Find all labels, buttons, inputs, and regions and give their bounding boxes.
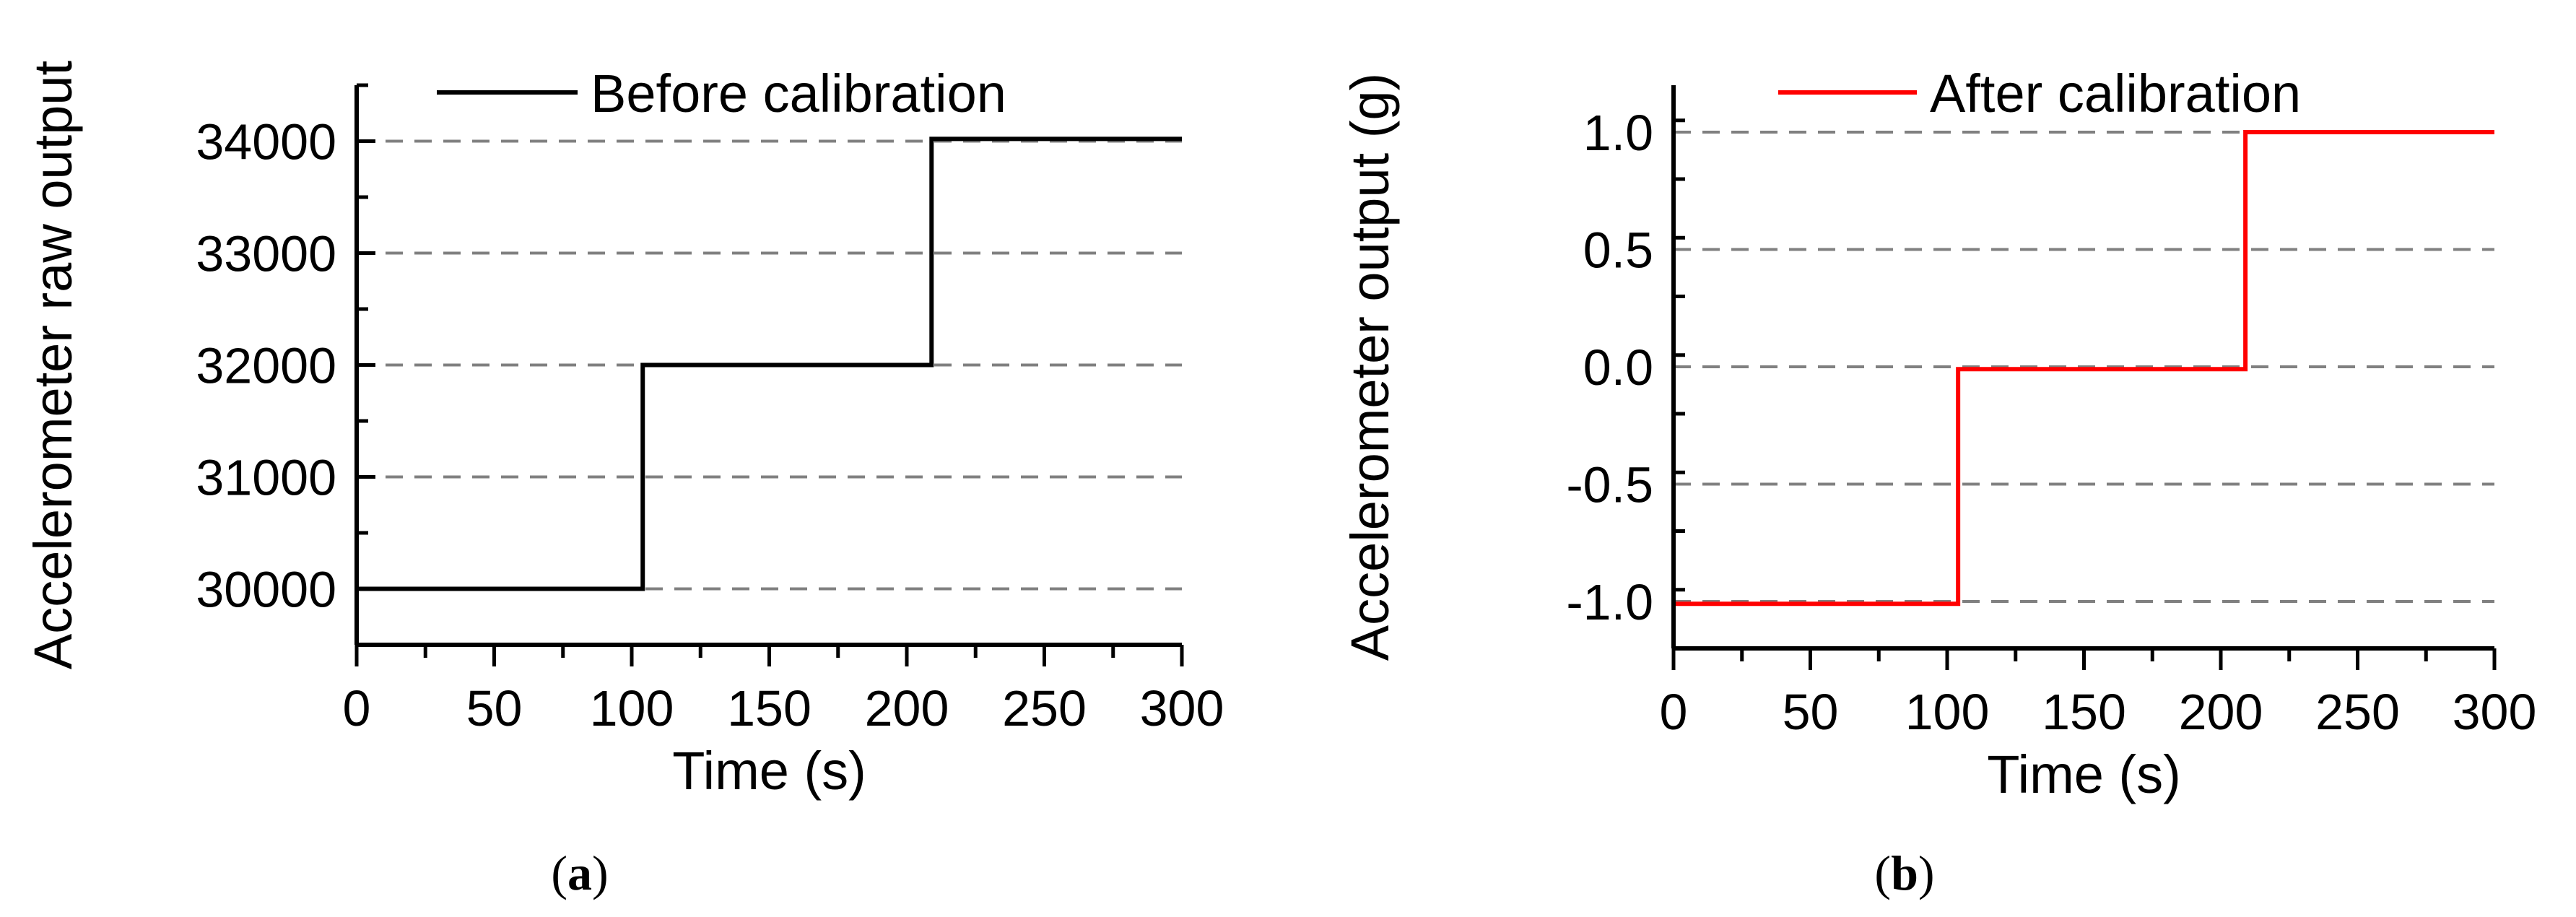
panel-label-open: ( (1874, 846, 1891, 900)
y-axis-title: Accelerometer output (g) (1340, 73, 1400, 661)
x-axis-title: Time (s) (672, 741, 866, 801)
x-tick-label: 150 (2042, 684, 2126, 740)
y-tick-label: -0.5 (1566, 457, 1653, 513)
legend: Before calibration (437, 64, 1006, 123)
panel-label-letter: b (1891, 846, 1918, 900)
x-tick-label: 300 (2453, 684, 2537, 740)
y-tick-label: 31000 (196, 450, 336, 506)
grid-layer (1674, 131, 2494, 603)
panel-label-open: ( (551, 846, 567, 900)
x-tick-label: 50 (1783, 684, 1839, 740)
panel-label-close: ) (592, 846, 609, 900)
y-tick-label: 33000 (196, 226, 336, 282)
legend-label: Before calibration (591, 64, 1006, 123)
x-tick-label: 100 (1905, 684, 1990, 740)
x-ticks: 0 50 100 150 200 250 300 (343, 645, 1224, 736)
y-ticks: -1.0 -0.5 0.0 0.5 1.0 (1566, 105, 1685, 651)
y-tick-label: 0.5 (1583, 222, 1653, 279)
legend: After calibration (1778, 64, 2301, 123)
panel-label: (a) (551, 846, 608, 900)
y-tick-label: 1.0 (1583, 105, 1653, 161)
panel-label-close: ) (1918, 846, 1935, 900)
x-tick-label: 250 (1002, 680, 1087, 736)
y-tick-label: 30000 (196, 562, 336, 618)
x-tick-label: 0 (343, 680, 371, 736)
y-tick-label: -1.0 (1566, 574, 1653, 630)
x-tick-label: 250 (2315, 684, 2400, 740)
x-tick-label: 50 (466, 680, 523, 736)
x-ticks: 0 50 100 150 200 250 300 (1660, 648, 2537, 740)
x-axis-title: Time (s) (1987, 744, 2181, 804)
panel-label: (b) (1874, 846, 1934, 900)
series-line-after-calibration (1674, 130, 2494, 607)
x-tick-label: 150 (727, 680, 811, 736)
chart-panel-b: -1.0 -0.5 0.0 0.5 1.0 0 50 100 150 200 250 300 Aft… (1340, 64, 2536, 900)
x-tick-label: 300 (1140, 680, 1224, 736)
panel-label-letter: a (567, 846, 592, 900)
y-tick-label: 34000 (196, 114, 336, 170)
y-tick-label: 0.0 (1583, 339, 1653, 396)
chart-panel-a: 30000 31000 32000 33000 34000 0 50 100 150 200 25… (23, 60, 1224, 900)
legend-label: After calibration (1930, 64, 2301, 123)
x-tick-label: 100 (590, 680, 674, 736)
x-tick-label: 0 (1660, 684, 1688, 740)
y-axis-title: Accelerometer raw output (23, 60, 83, 669)
x-tick-label: 200 (865, 680, 949, 736)
x-tick-label: 200 (2179, 684, 2263, 740)
y-tick-label: 32000 (196, 338, 336, 394)
y-ticks: 30000 31000 32000 33000 34000 (196, 83, 375, 647)
series-line-before-calibration (357, 136, 1182, 591)
